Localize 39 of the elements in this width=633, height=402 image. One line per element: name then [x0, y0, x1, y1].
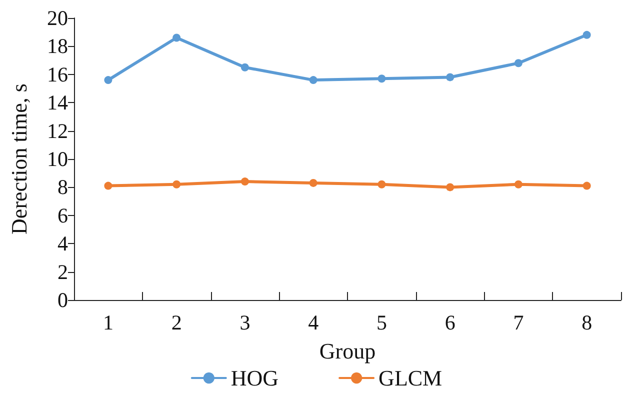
y-tick-label: 0	[58, 288, 68, 312]
point	[378, 74, 386, 83]
y-tick-label: 6	[58, 203, 68, 228]
x-tick-label: 4	[308, 310, 320, 334]
y-tick-label: 2	[58, 260, 68, 284]
point	[582, 30, 591, 39]
y-tick-label: 20	[47, 6, 68, 30]
point	[582, 182, 591, 190]
point	[240, 63, 249, 72]
point	[514, 59, 522, 68]
x-tick-label: 5	[376, 310, 387, 334]
y-axis-title: Derection time, s	[6, 84, 32, 234]
y-tick-label: 18	[47, 34, 68, 58]
y-tick-label: 4	[58, 232, 68, 256]
legend-label: GLCM	[378, 366, 442, 390]
point	[104, 182, 112, 190]
y-tick-label: 14	[47, 90, 68, 115]
point	[240, 178, 249, 186]
x-tick-label: 2	[171, 310, 182, 334]
point	[446, 73, 454, 82]
x-tick-label: 6	[444, 310, 456, 334]
y-tick-label: 10	[47, 147, 68, 171]
point	[104, 76, 112, 84]
y-tick-label: 16	[47, 62, 68, 86]
point	[172, 180, 181, 188]
y-tick-label: 8	[58, 175, 68, 200]
x-tick-label: 1	[102, 310, 114, 334]
point	[378, 180, 386, 188]
point	[514, 180, 522, 188]
y-tick-label: 12	[47, 118, 68, 143]
point	[446, 183, 454, 192]
x-tick-label: 3	[240, 310, 250, 334]
legend-label: HOG	[230, 366, 279, 390]
x-axis-title: Group	[319, 338, 376, 364]
point	[309, 76, 318, 84]
x-tick-label: 8	[582, 310, 592, 334]
x-tick-label: 7	[513, 310, 524, 334]
point	[309, 178, 318, 187]
point	[172, 34, 181, 42]
